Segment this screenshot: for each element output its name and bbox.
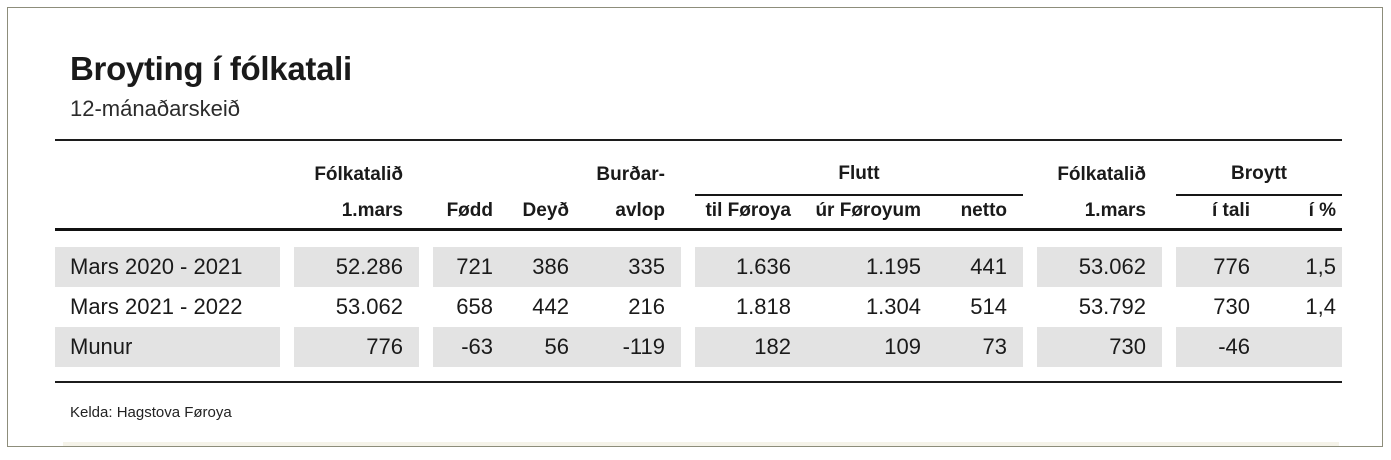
group-header-folkatalid-2: Fólkatalið [1057,164,1146,186]
col-header-netto: netto [937,195,1023,231]
cell-avlop: -119 [585,327,681,368]
col-header-deyd: Deyð [509,195,585,231]
cell-ur-foroyum: 1.195 [807,247,937,288]
table-figure: Broyting í fólkatali 12-mánaðarskeið Fól… [55,48,1343,422]
cell-i-tali: 730 [1213,294,1250,320]
col-header-avlop: avlop [585,195,681,231]
top-rule [55,139,1342,142]
group-header-spacer [55,141,294,195]
page-frame: Broyting í fólkatali 12-mánaðarskeið Fól… [7,7,1383,447]
col-header-til-foroya: til Føroya [695,195,807,231]
group-header-spacer [1023,141,1037,195]
col-header-i-pct: í % [1266,195,1343,231]
cell-fodd: -63 [433,327,509,368]
group-header-spacer [1162,141,1176,195]
group-header-spacer [419,141,433,195]
cell-netto: 73 [937,327,1023,368]
page-title: Broyting í fólkatali [70,50,352,87]
cell-netto: 514 [970,294,1007,320]
group-header-folkatalid-1: Fólkatalið [314,164,403,186]
source-note: Kelda: Hagstova Føroya [70,404,232,422]
page-subtitle: 12-mánaðarskeið [70,96,240,122]
group-header-spacer [681,141,695,195]
cell-i-tali: -46 [1176,327,1266,368]
col-header-ur-foroyum: úr Føroyum [807,195,937,231]
col-header-spacer [419,195,433,231]
col-header-spacer [1023,195,1037,231]
cell-deyd: 386 [509,247,585,288]
cell-deyd: 442 [532,294,569,320]
cell-til-foroya: 182 [695,327,807,368]
cell-fodd: 658 [456,294,493,320]
row-label: Munur [55,327,280,368]
cell-avlop: 216 [628,294,665,320]
cell-folkatalid-2: 730 [1037,327,1162,368]
row-label: Mars 2020 - 2021 [55,247,280,288]
group-header-row: Fólkatalið Burðar- Flutt Fólkatalið Broy… [55,141,1343,197]
cell-til-foroya: 1.636 [695,247,807,288]
cell-folkatalid-2: 53.062 [1037,247,1162,288]
population-change-table: Fólkatalið Burðar- Flutt Fólkatalið Broy… [55,141,1343,368]
column-header-row: 1.mars Fødd Deyð avlop til Føroya úr Før… [55,195,1343,231]
cell-avlop: 335 [585,247,681,288]
col-header-spacer [280,195,294,231]
cell-fodd: 721 [433,247,509,288]
cell-ur-foroyum: 1.304 [865,294,921,320]
cell-netto: 441 [937,247,1023,288]
table-row: Munur 776 -63 56 -119 182 109 73 730 -46 [55,327,1343,368]
col-header-mars2: 1.mars [1037,195,1162,231]
col-header-fodd: Fødd [433,195,509,231]
col-header-spacer [681,195,695,231]
cell-deyd: 56 [509,327,585,368]
cell-folkatalid-1: 52.286 [294,247,419,288]
group-header-flutt: Flutt [695,141,1023,197]
cell-til-foroya: 1.818 [735,294,791,320]
cell-folkatalid-2: 53.792 [1078,294,1146,320]
cell-i-pct: 1,5 [1266,247,1343,288]
col-header-i-tali: í tali [1176,195,1266,231]
cell-folkatalid-1: 776 [294,327,419,368]
col-header-spacer [1162,195,1176,231]
bottom-accent-strip [63,442,1339,446]
cell-folkatalid-1: 53.062 [335,294,403,320]
table-row: Mars 2021 - 2022 53.062 658 442 216 1.81… [55,287,1342,327]
group-header-broytt: Broytt [1176,141,1343,197]
group-header-burdar: Burðar- [596,164,665,186]
cell-i-pct: 1,4 [1305,294,1337,320]
cell-i-pct [1266,327,1343,368]
col-header-label [55,195,280,231]
group-header-spacer [433,141,585,195]
col-header-mars1: 1.mars [294,195,419,231]
header-gap [55,229,1342,247]
row-label: Mars 2021 - 2022 [70,294,243,320]
cell-ur-foroyum: 109 [807,327,937,368]
cell-i-tali: 776 [1176,247,1266,288]
bottom-rule [55,381,1342,384]
table-row: Mars 2020 - 2021 52.286 721 386 335 1.63… [55,247,1343,288]
